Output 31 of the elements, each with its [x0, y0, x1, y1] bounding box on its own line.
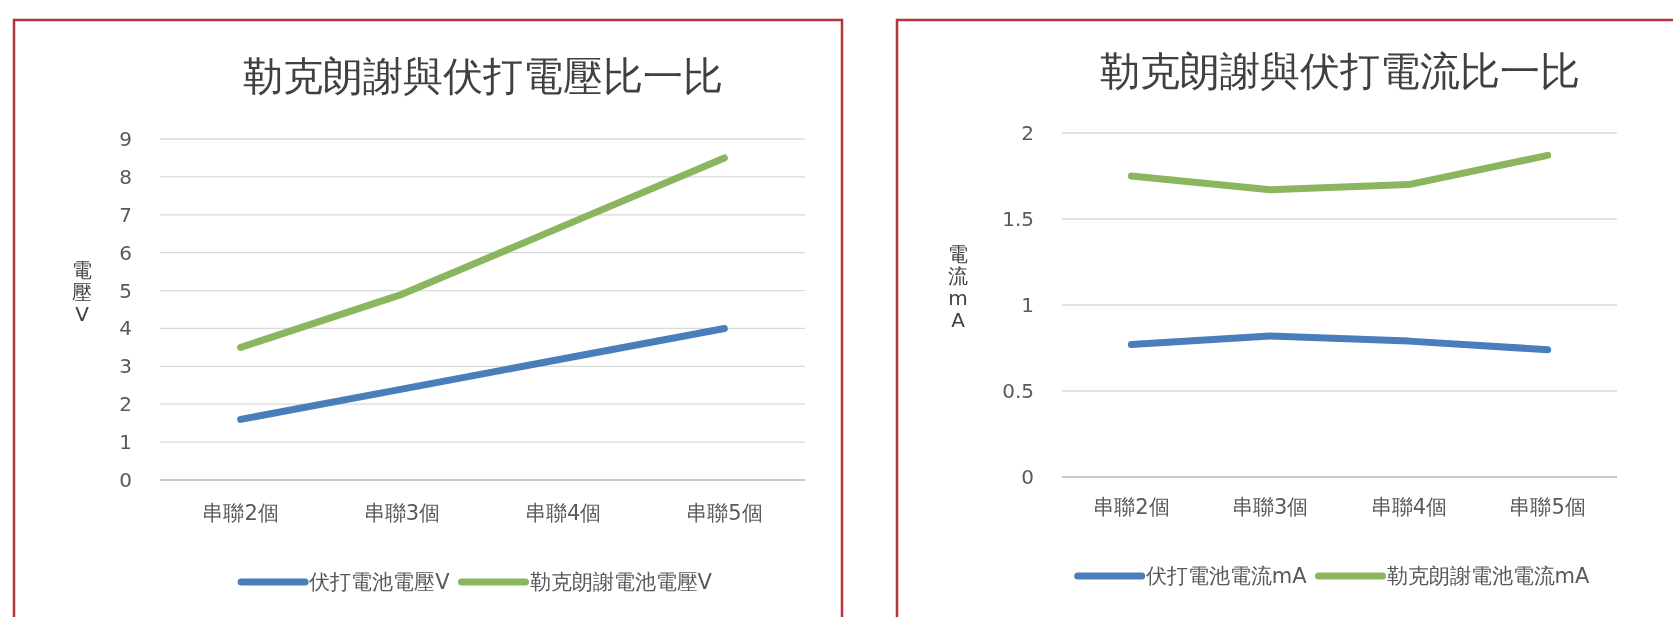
legend-label: 伏打電池電流mA — [1145, 564, 1308, 588]
x-tick-label: 串聯2個 — [1093, 495, 1170, 519]
x-tick-label: 串聯4個 — [524, 501, 602, 525]
y-tick-label: 5 — [119, 278, 132, 303]
y-tick-label: 2 — [119, 392, 132, 417]
x-tick-label: 串聯5個 — [686, 501, 763, 525]
x-tick-label: 串聯3個 — [363, 501, 441, 525]
y-tick-label: 8 — [119, 164, 132, 189]
x-tick-label: 串聯5個 — [1509, 495, 1586, 519]
x-tick-label: 串聯2個 — [202, 501, 279, 525]
y-axis-title: 電流mA — [948, 242, 968, 332]
x-tick-label: 串聯3個 — [1231, 495, 1309, 519]
y-tick-label: 7 — [119, 202, 132, 227]
y-tick-label: 2 — [1021, 121, 1034, 145]
chart-title: 勒克朗謝與伏打電流比一比 — [1099, 48, 1580, 94]
y-tick-label: 1 — [119, 430, 132, 455]
legend-label: 勒克朗謝電池電流mA — [1386, 564, 1590, 588]
y-tick-label: 0 — [119, 468, 132, 492]
legend-label: 勒克朗謝電池電壓V — [529, 570, 713, 594]
y-tick-label: 6 — [119, 240, 132, 265]
x-tick-label: 串聯4個 — [1370, 495, 1448, 519]
y-tick-label: 1.5 — [1002, 207, 1034, 231]
y-tick-label: 3 — [119, 354, 132, 379]
y-tick-label: 1 — [1021, 293, 1034, 317]
chart-title: 勒克朗謝與伏打電壓比一比 — [242, 53, 723, 99]
y-tick-label: 0.5 — [1002, 379, 1034, 403]
legend-label: 伏打電池電壓V — [309, 570, 451, 594]
y-tick-label: 0 — [1021, 465, 1034, 489]
y-tick-label: 4 — [119, 316, 132, 341]
y-axis-title: 電壓V — [72, 257, 92, 326]
y-tick-label: 9 — [119, 127, 132, 151]
